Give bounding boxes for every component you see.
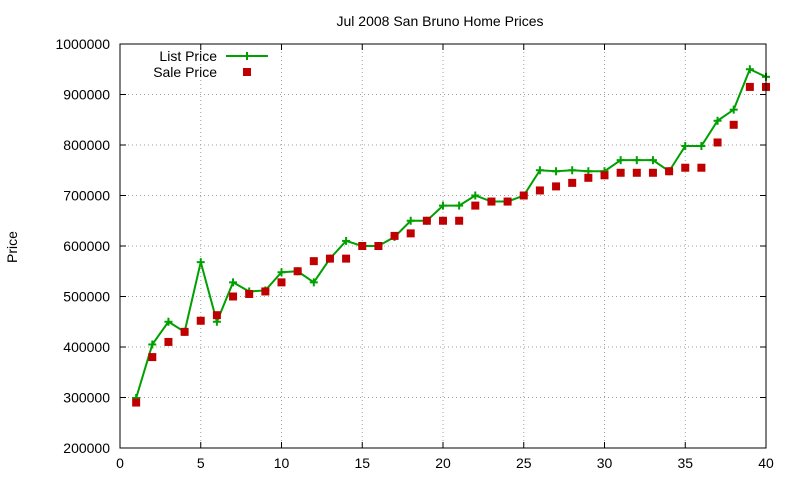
legend-label-list-price: List Price: [159, 48, 217, 64]
data-point: [342, 236, 351, 245]
data-point: [713, 116, 722, 125]
data-point: [293, 267, 302, 276]
legend-plus: [243, 52, 251, 60]
y-tick-label: 700000: [63, 188, 110, 204]
data-point: [439, 216, 447, 225]
x-tick-label: 20: [435, 455, 451, 471]
data-point: [616, 168, 625, 177]
data-point: [164, 317, 173, 326]
x-tick-label: 10: [274, 455, 290, 471]
data-point: [535, 166, 544, 175]
data-point: [697, 163, 706, 172]
y-tick-label: 300000: [63, 390, 110, 406]
data-point: [729, 105, 738, 114]
legend-marker-list-price: [243, 52, 251, 60]
y-axis-label: Price: [4, 231, 20, 263]
data-point: [584, 173, 593, 182]
data-point: [422, 216, 431, 225]
data-point: [148, 340, 157, 349]
data-point: [325, 254, 334, 263]
data-point: [503, 197, 512, 206]
grid: [120, 44, 766, 448]
series-line: [135, 67, 767, 399]
data-point: [374, 242, 383, 250]
data-point: [471, 191, 480, 200]
data-point: [697, 142, 706, 151]
series-sale-price: [132, 82, 770, 407]
y-tick-label: 600000: [63, 238, 110, 254]
data-point: [568, 166, 577, 175]
data-point: [568, 178, 577, 187]
y-tick-label: 900000: [63, 87, 110, 103]
x-tick-label: 30: [597, 455, 613, 471]
data-point: [261, 287, 270, 296]
x-tick-label: 25: [516, 455, 532, 471]
data-point: [132, 398, 141, 407]
series-list-price: [132, 65, 770, 403]
data-point: [245, 289, 254, 298]
data-point: [164, 337, 173, 346]
data-point: [745, 65, 754, 74]
x-tick-label: 35: [677, 455, 693, 471]
data-point: [455, 201, 464, 210]
series-layer: [132, 65, 770, 407]
x-tick-label: 0: [116, 455, 124, 471]
data-point: [212, 311, 221, 320]
plot-frame: [119, 43, 767, 449]
data-point: [196, 258, 205, 267]
data-point: [406, 229, 415, 238]
data-point: [342, 254, 351, 263]
data-point: [729, 120, 738, 129]
data-point: [439, 201, 447, 210]
data-point: [358, 242, 367, 250]
data-point: [406, 216, 415, 225]
y-tick-label: 800000: [63, 137, 110, 153]
data-point: [277, 278, 286, 287]
data-point: [309, 278, 318, 287]
legend: List Price Sale Price: [153, 48, 268, 80]
data-point: [713, 138, 722, 147]
data-point: [535, 186, 544, 195]
data-point: [277, 268, 286, 277]
y-tick-label: 200000: [63, 440, 110, 456]
data-point: [390, 231, 399, 240]
data-point: [600, 171, 609, 180]
y-tick-label: 400000: [63, 339, 110, 355]
data-point: [229, 278, 238, 287]
y-tick-label: 500000: [63, 289, 110, 305]
data-point: [632, 168, 641, 177]
data-point: [552, 167, 561, 176]
data-point: [681, 142, 690, 151]
data-point: [552, 182, 561, 191]
data-point: [180, 327, 189, 336]
data-point: [196, 316, 205, 325]
y-tick-label: 1000000: [55, 36, 110, 52]
data-point: [745, 82, 754, 91]
data-point: [487, 197, 496, 206]
data-point: [519, 191, 528, 200]
x-tick-label: 5: [197, 455, 205, 471]
data-point: [309, 257, 318, 266]
legend-marker-sale-price: [243, 68, 251, 76]
data-point: [632, 156, 641, 165]
data-point: [455, 216, 464, 225]
legend-label-sale-price: Sale Price: [153, 64, 217, 80]
data-point: [681, 163, 690, 172]
axis-ticks: 0 5 10 15 20 25 30 35 40 200000 300000 400000 500000…: [55, 36, 774, 471]
data-point: [665, 167, 674, 176]
data-point: [471, 201, 480, 210]
x-tick-label: 40: [758, 455, 774, 471]
x-tick-label: 15: [354, 455, 370, 471]
data-point: [616, 156, 625, 165]
data-point: [648, 168, 657, 177]
data-point: [648, 156, 657, 165]
chart-title: Jul 2008 San Bruno Home Prices: [337, 13, 544, 29]
data-point: [148, 353, 157, 362]
data-point: [229, 292, 238, 301]
